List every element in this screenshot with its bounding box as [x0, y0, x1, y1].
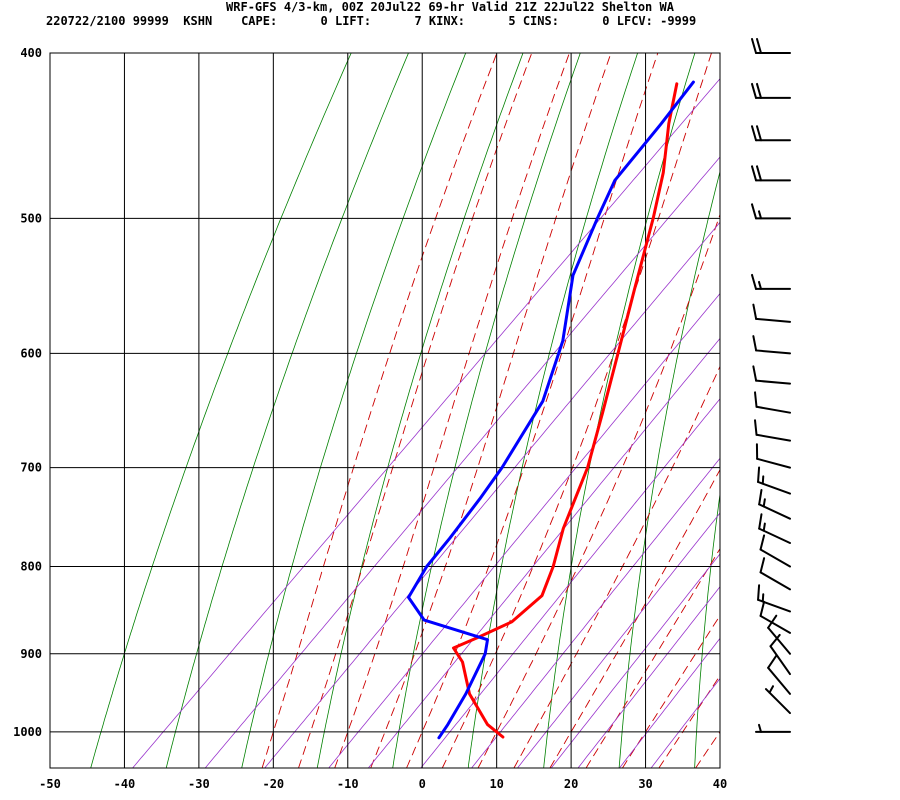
dry-adiabat-line [165, 53, 409, 768]
wind-barb [758, 513, 791, 545]
mixing-ratio-line [619, 637, 720, 768]
wind-barb [751, 273, 791, 290]
chart-title: WRF-GFS 4/3-km, 00Z 20Jul22 69-hr Valid … [226, 0, 674, 14]
mixing-ratio-line [471, 457, 720, 768]
wind-barb [752, 335, 791, 355]
mixing-ratio-line [328, 292, 720, 768]
pressure-tick-label: 800 [20, 560, 42, 574]
mixing-ratio-line [650, 677, 720, 768]
temperature-tick-label: -10 [337, 777, 359, 791]
wind-barb [751, 203, 791, 220]
pressure-tick-label: 400 [20, 46, 42, 60]
temperature-tick-label: 10 [489, 777, 503, 791]
temperature-tick-label: -50 [39, 777, 61, 791]
moist-adiabat-line [549, 468, 720, 768]
dewpoint-profile-line [407, 80, 695, 740]
wind-barb [757, 584, 791, 613]
wind-barb [754, 419, 791, 442]
dry-adiabat-line [694, 491, 720, 768]
grid-lines [49, 52, 721, 768]
wind-barb [758, 488, 791, 520]
pressure-tick-label: 700 [20, 461, 42, 475]
moist-adiabat-line [406, 53, 659, 768]
sounding-indices: 220722/2100 99999 KSHN CAPE: 0 LIFT: 7 K… [46, 14, 697, 28]
moist-adiabat-line [658, 674, 720, 768]
temperature-tick-label: -20 [262, 777, 284, 791]
mixing-ratio-line [550, 553, 720, 768]
wind-barb [755, 443, 791, 469]
wind-barb [769, 633, 791, 676]
dry-adiabat-line [770, 15, 876, 768]
pressure-tick-label: 500 [20, 211, 42, 225]
wind-barb [751, 165, 791, 182]
wind-barb [757, 466, 791, 495]
temperature-axis-labels: -50 -40 -30 -20 -10 0 10 20 30 40 [39, 777, 727, 791]
wind-barb [752, 303, 791, 323]
moist-adiabat-line [477, 213, 720, 768]
wind-barb [752, 365, 791, 385]
plot-frame [49, 52, 721, 769]
mixing-ratio-line [577, 586, 720, 768]
mixing-ratio-line [517, 512, 720, 768]
moist-adiabat-line [441, 53, 712, 768]
wind-barb [754, 391, 791, 414]
mixing-ratio-line [204, 156, 720, 768]
wind-barb [759, 557, 791, 591]
pressure-axis-labels: 400 500 600 700 800 900 1000 [13, 46, 42, 739]
temperature-tick-label: 40 [713, 777, 727, 791]
moist-adiabat-line [261, 53, 498, 768]
temperature-tick-label: 20 [564, 777, 578, 791]
dry-adiabat-line [467, 53, 639, 768]
mixing-ratio-line [420, 398, 720, 768]
mixing-ratio-line [264, 221, 720, 768]
moist-adiabat-line [695, 731, 720, 768]
dry-adiabat-line [543, 53, 696, 768]
mixing-ratio-line [132, 78, 720, 768]
background-lines [90, 15, 900, 768]
wind-barb [751, 125, 791, 142]
mixing-ratio-line [367, 337, 720, 768]
wind-barb [751, 82, 791, 99]
moist-adiabat-line [513, 365, 720, 768]
pressure-tick-label: 600 [20, 346, 42, 360]
temperature-tick-label: -40 [114, 777, 136, 791]
wind-barb [755, 723, 791, 733]
wind-barb [751, 38, 791, 54]
profiles [407, 80, 695, 740]
wind-barb [764, 685, 791, 715]
temperature-tick-label: 0 [419, 777, 426, 791]
temperature-tick-label: 30 [638, 777, 652, 791]
wind-barbs [751, 38, 791, 733]
dry-adiabat-line [618, 170, 720, 768]
moist-adiabat-line [622, 614, 720, 768]
pressure-tick-label: 1000 [13, 725, 42, 739]
moist-adiabat-line [298, 53, 533, 768]
dry-adiabat-line [241, 53, 467, 768]
pressure-tick-label: 900 [20, 647, 42, 661]
dry-adiabat-line [90, 53, 352, 768]
wind-barb [759, 534, 791, 568]
moist-adiabat-line [370, 53, 612, 768]
dry-adiabat-line [392, 53, 581, 768]
temperature-tick-label: -30 [188, 777, 210, 791]
wind-barb [759, 600, 791, 634]
wind-barb [767, 654, 791, 695]
moist-adiabat-line [334, 53, 570, 768]
temperature-profile-line [452, 82, 679, 739]
dry-adiabat-line [845, 15, 900, 768]
